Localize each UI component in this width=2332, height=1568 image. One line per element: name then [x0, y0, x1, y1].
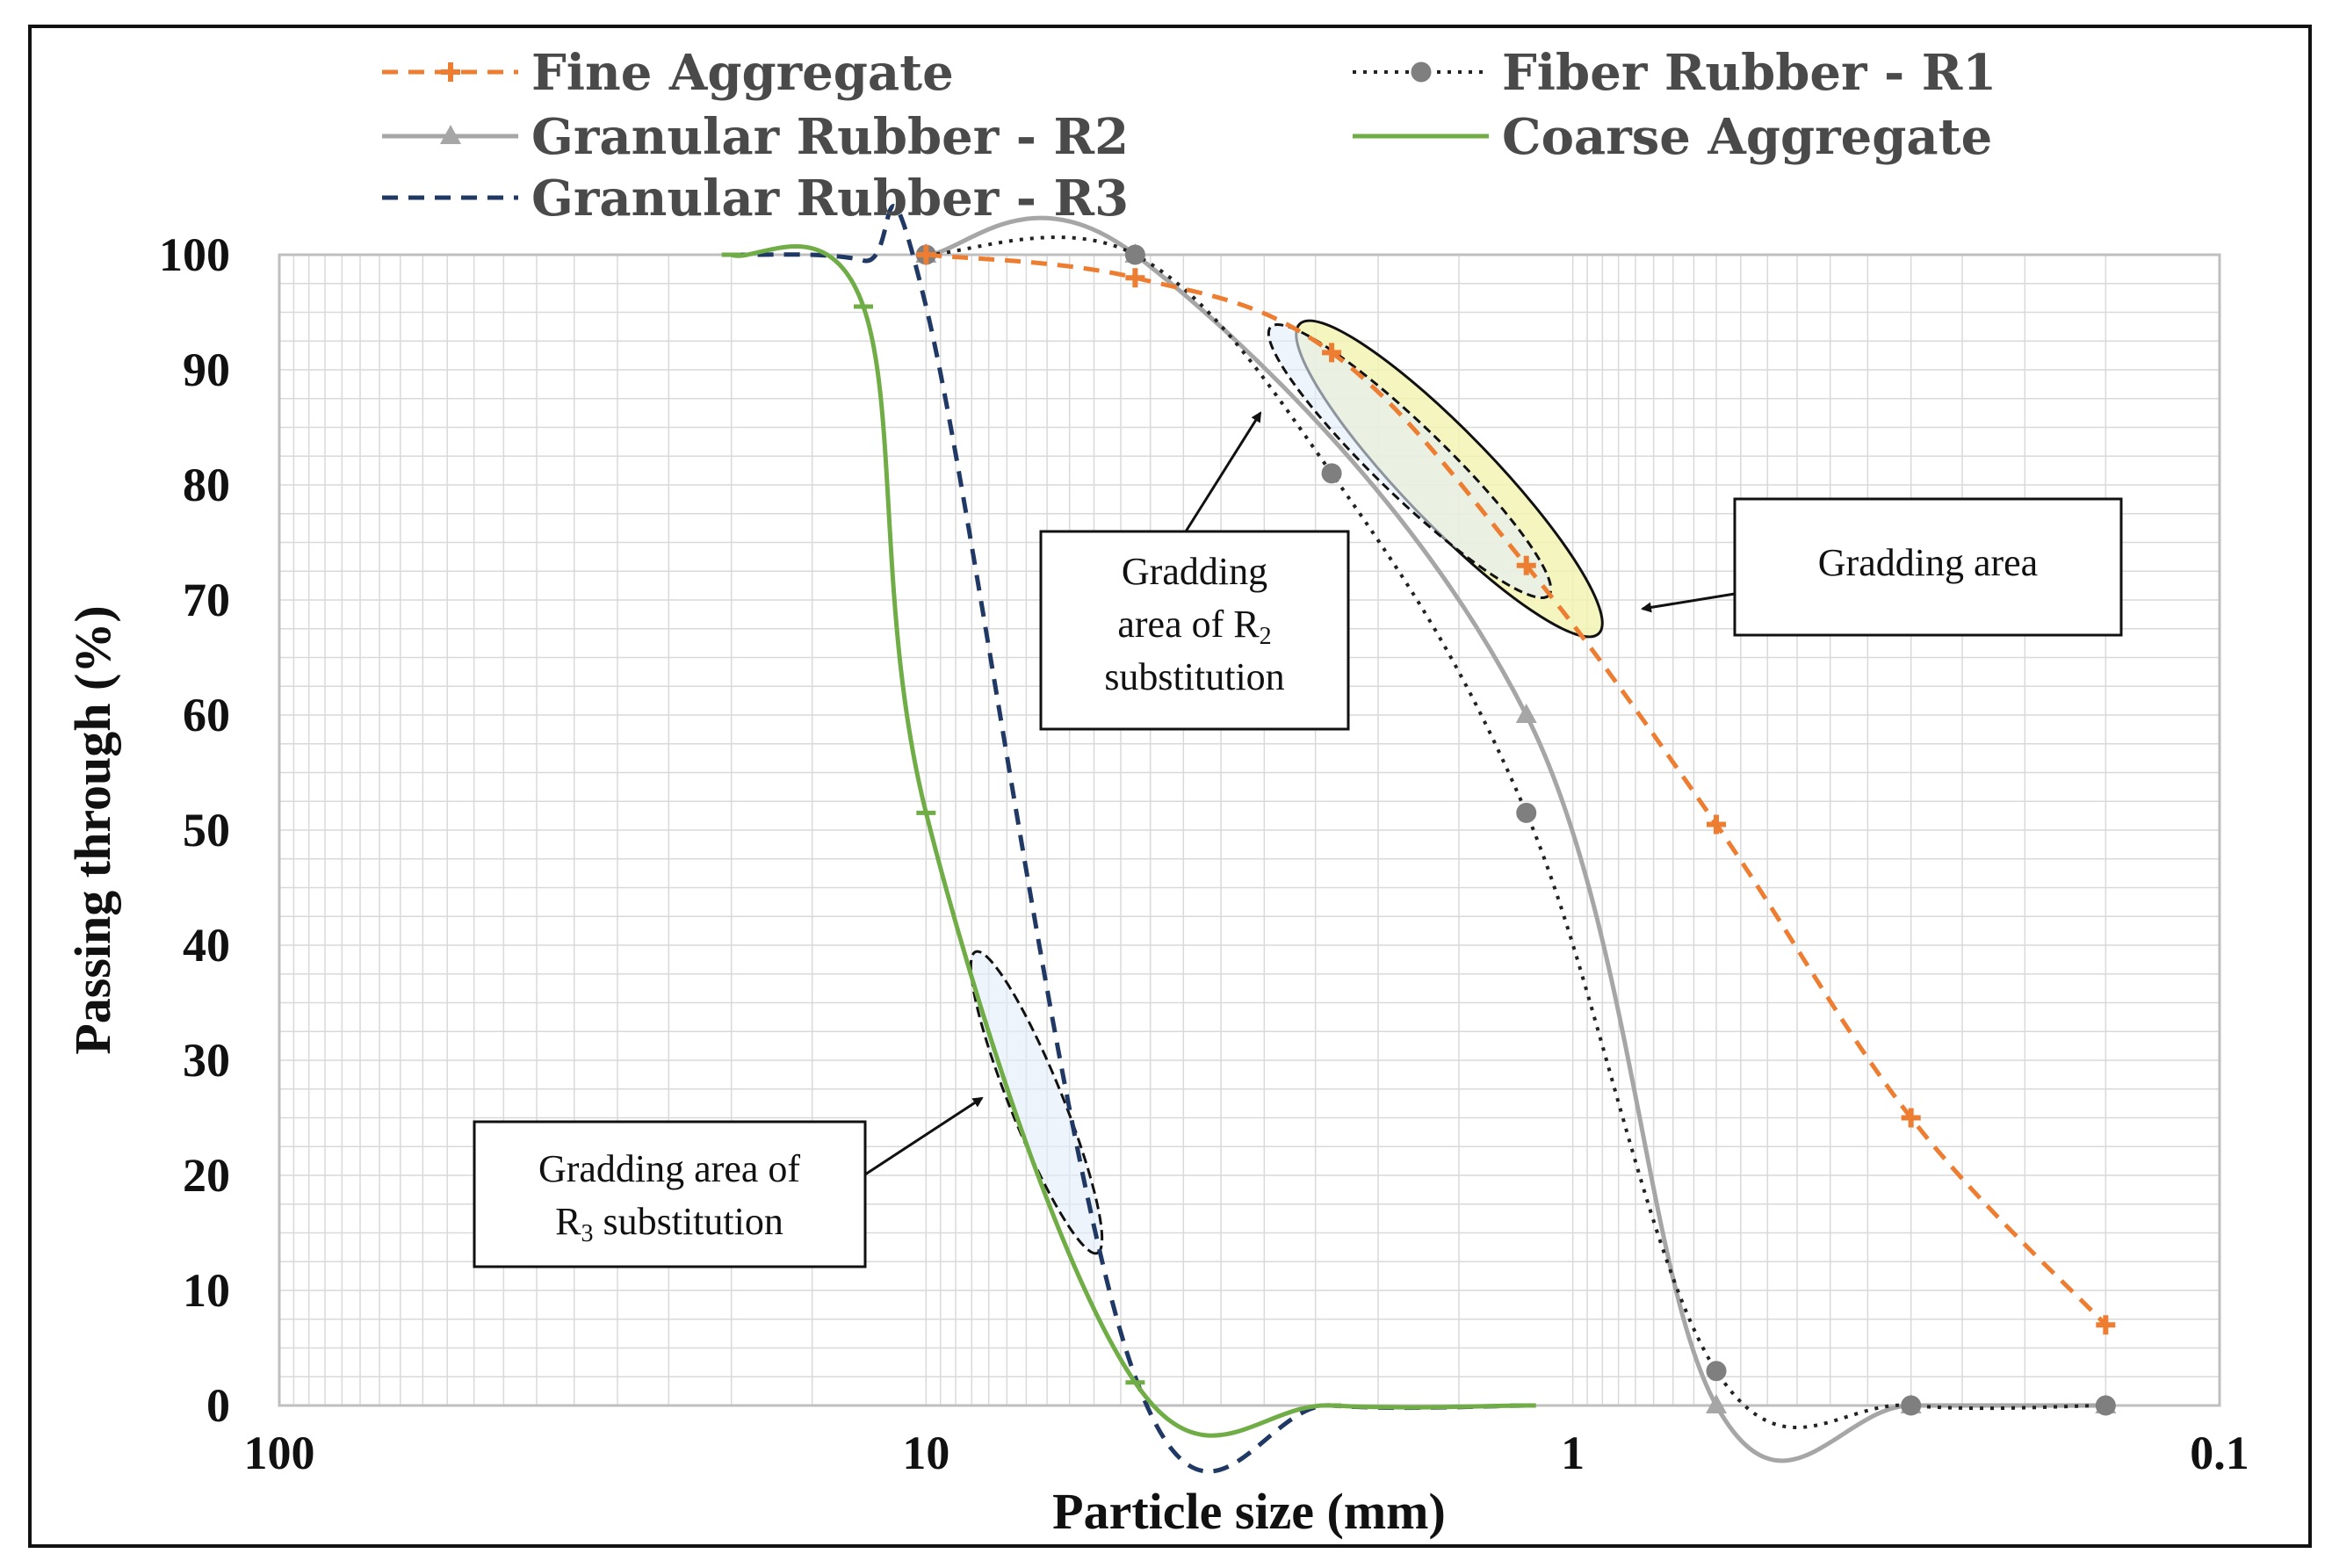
circle-marker — [1901, 1395, 1922, 1416]
annotation-box — [473, 1120, 867, 1268]
y-tick-label: 70 — [183, 574, 230, 626]
annotation-line-2-main: R — [555, 1200, 581, 1243]
triangle-marker — [1706, 1394, 1728, 1413]
x-tick-label: 10 — [902, 1427, 949, 1479]
plot-area-border — [278, 253, 2221, 1407]
plus-marker — [1901, 1108, 1921, 1128]
legend-label: Fine Aggregate — [531, 44, 954, 102]
y-tick-label: 80 — [183, 459, 230, 511]
y-tick-label: 20 — [183, 1149, 230, 1202]
circle-marker — [1706, 1361, 1727, 1382]
annotation-line-3: substitution — [1104, 655, 1284, 698]
annotation-line-2: R3 substitution — [555, 1200, 783, 1247]
x-tick-label: 100 — [244, 1427, 315, 1479]
triangle-marker — [440, 125, 461, 144]
annotation-line-1: Gradding area of — [538, 1147, 800, 1190]
y-tick-label: 50 — [183, 804, 230, 856]
x-tick-label: 0.1 — [2190, 1427, 2249, 1479]
plus-marker — [1125, 268, 1145, 288]
annotation-gradding-area: Gradding area — [1641, 497, 2123, 637]
circle-marker — [1321, 463, 1342, 484]
legend: Fine Aggregate Fiber Rubber - R1 Granular … — [382, 44, 1996, 228]
legend-label: Granular Rubber - R3 — [531, 170, 1129, 228]
circle-marker — [1411, 61, 1432, 83]
annotation-box — [1039, 530, 1350, 731]
legend-entry: Fiber Rubber - R1 — [1353, 44, 1996, 102]
annotation-line-2-main: area of R — [1117, 603, 1260, 646]
y-tick-label: 90 — [183, 343, 230, 396]
legend-label: Fiber Rubber - R1 — [1502, 44, 1996, 102]
legend-entry: Fine Aggregate — [382, 44, 954, 102]
annotation-text: Gradding area — [1818, 541, 2038, 584]
plus-marker — [1516, 555, 1536, 575]
annotation-gradding-area-r2: Gradding area of R2 substitution — [1039, 411, 1350, 731]
legend-label: Granular Rubber - R2 — [531, 108, 1129, 166]
y-tick-label: 0 — [206, 1379, 230, 1432]
series-fine-aggregate — [916, 245, 2116, 1335]
x-tick-label: 1 — [1561, 1427, 1585, 1479]
y-tick-label: 60 — [183, 689, 230, 741]
legend-label: Coarse Aggregate — [1502, 108, 1992, 166]
y-tick-label: 30 — [183, 1034, 230, 1087]
circle-marker — [1516, 802, 1537, 823]
tick-labels: 0 10 20 30 40 50 60 70 80 90 100 100 10 1 0.1 — [159, 228, 2249, 1479]
legend-entry: Coarse Aggregate — [1353, 108, 1992, 166]
plus-marker — [1707, 814, 1727, 835]
annotation-box — [1733, 497, 2123, 637]
r3-area-ellipse — [969, 950, 1104, 1255]
annotation-line-2-sub: 2 — [1260, 623, 1272, 650]
annotation-line-1: Gradding — [1122, 550, 1267, 593]
y-tick-label: 100 — [159, 228, 230, 281]
circle-marker — [1124, 244, 1145, 265]
circle-marker — [2095, 1395, 2116, 1416]
plus-marker — [1322, 343, 1342, 363]
series-coarse-aggregate — [721, 244, 1536, 1438]
y-axis-title: Passing through (%) — [64, 605, 121, 1054]
annotation-arrow — [864, 1096, 984, 1176]
legend-entry: Granular Rubber - R2 — [382, 108, 1129, 166]
annotation-arrow — [1641, 592, 1736, 613]
y-tick-label: 40 — [183, 919, 230, 972]
annotation-gradding-area-r3: Gradding area of R3 substitution — [473, 1096, 984, 1268]
series-layer — [721, 204, 2117, 1474]
y-tick-label: 10 — [183, 1264, 230, 1317]
plus-marker — [441, 62, 460, 82]
plus-marker — [916, 245, 936, 264]
triangle-marker — [1515, 704, 1537, 723]
annotation-line-2-sub: 3 — [581, 1220, 593, 1247]
annotation-line-2-rest: substitution — [593, 1200, 783, 1243]
annotation-arrow — [1184, 411, 1262, 532]
annotation-line-2: area of R2 — [1117, 603, 1271, 650]
legend-entry: Granular Rubber - R3 — [382, 170, 1129, 228]
plus-marker — [2096, 1315, 2116, 1335]
x-axis-title: Particle size (mm) — [1052, 1483, 1446, 1540]
